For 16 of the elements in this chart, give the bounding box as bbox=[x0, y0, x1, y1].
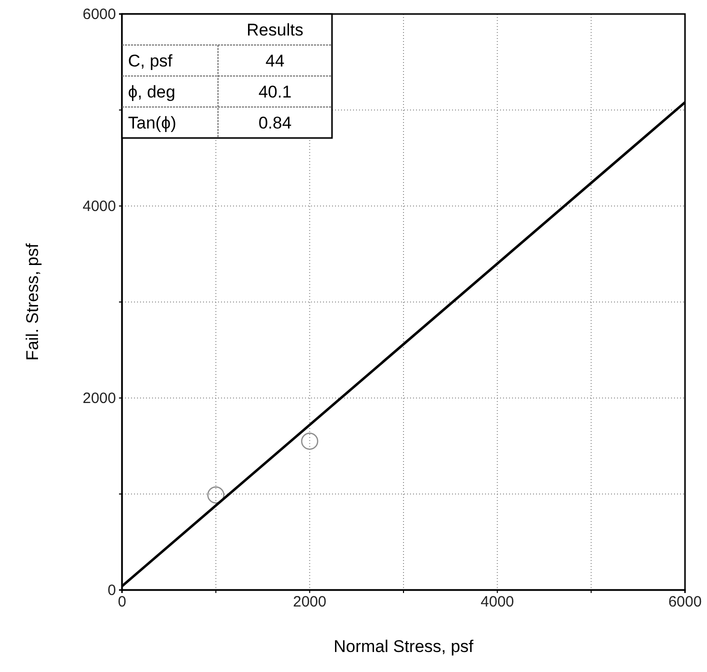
annotation: 0.84 bbox=[258, 114, 292, 132]
annotation: 44 bbox=[266, 52, 284, 70]
x-tick-label: 2000 bbox=[292, 594, 326, 611]
y-tick-label: 4000 bbox=[82, 198, 116, 215]
annotation: Results bbox=[246, 20, 304, 40]
y-tick-label: 6000 bbox=[82, 6, 116, 23]
annotation: ϕ, deg bbox=[128, 82, 176, 102]
annotation: 40.1 bbox=[258, 82, 292, 102]
x-axis-title: Normal Stress, psf bbox=[334, 637, 474, 656]
x-tick-label: 4000 bbox=[480, 594, 514, 611]
y-tick-label: 2000 bbox=[82, 390, 116, 407]
annotation: C, psf bbox=[128, 52, 173, 70]
annotation: Tan(ϕ) bbox=[128, 114, 176, 132]
x-tick-label: 6000 bbox=[668, 594, 702, 611]
y-axis-title: Fail. Stress, psf bbox=[23, 243, 42, 361]
y-tick-label: 0 bbox=[108, 582, 116, 599]
